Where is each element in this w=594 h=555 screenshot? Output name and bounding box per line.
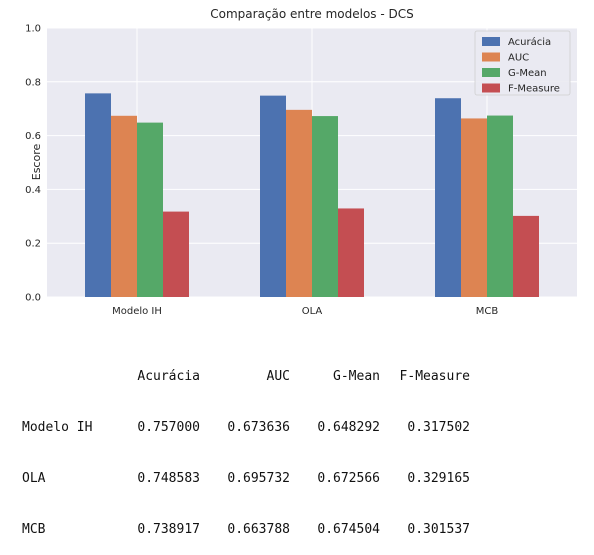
legend-label: Acurácia xyxy=(508,36,551,48)
y-tick-label: 0.0 xyxy=(25,293,41,304)
y-tick-label: 0.6 xyxy=(25,131,41,142)
legend-swatch xyxy=(482,52,500,62)
table-row: MCB 0.738917 0.663788 0.674504 0.301537 xyxy=(22,521,470,538)
table-cell: 0.674504 xyxy=(317,522,380,537)
bar-auc xyxy=(111,115,137,297)
x-tick-label: MCB xyxy=(476,306,499,317)
legend-swatch xyxy=(482,68,500,77)
table-col-header: Acurácia xyxy=(137,369,200,384)
table-cell: 0.317502 xyxy=(407,420,470,435)
legend-box xyxy=(474,30,571,96)
axis-ticks: 0.0 0.2 0.4 0.6 0.8 1.0 Modelo IH OLA MCB xyxy=(25,24,498,318)
table-cell: 0.329165 xyxy=(407,471,470,486)
bar-f-measure xyxy=(338,208,364,297)
legend: Acurácia AUC G-Mean F-Measure xyxy=(474,30,571,96)
table-cell: 0.673636 xyxy=(227,420,290,435)
table-cell: 0.757000 xyxy=(137,420,200,435)
bar-acur-cia xyxy=(260,95,286,298)
table-cell: 0.748583 xyxy=(137,471,200,486)
bar-acur-cia xyxy=(85,93,111,297)
bar-f-measure xyxy=(163,211,189,297)
bars xyxy=(85,93,539,298)
bar-g-mean xyxy=(487,115,513,297)
table-cell: 0.695732 xyxy=(227,471,290,486)
table-row-label: OLA xyxy=(22,471,46,486)
legend-label: AUC xyxy=(508,53,529,64)
legend-swatch xyxy=(482,83,500,93)
table-row: Modelo IH 0.757000 0.673636 0.648292 0.3… xyxy=(22,419,470,436)
bar-auc xyxy=(286,109,312,298)
y-tick-label: 0.8 xyxy=(25,77,41,88)
table-cell: 0.672566 xyxy=(317,471,380,486)
x-tick-label: Modelo IH xyxy=(112,306,162,317)
legend-label: F-Measure xyxy=(508,84,560,95)
table-col-header: G-Mean xyxy=(333,369,380,384)
bar-auc xyxy=(461,118,487,297)
bar-acur-cia xyxy=(435,98,461,297)
table-corner xyxy=(22,368,110,385)
table-row: OLA 0.748583 0.695732 0.672566 0.329165 xyxy=(22,470,470,487)
x-tick-label: OLA xyxy=(302,306,323,317)
bar-chart: 0.0 0.2 0.4 0.6 0.8 1.0 Modelo IH OLA MCB Compar… xyxy=(25,7,577,318)
table-header-row: Acurácia AUC G-Mean F-Measure xyxy=(22,368,470,385)
table-row-label: MCB xyxy=(22,522,46,537)
y-axis-label: Escore xyxy=(30,144,43,181)
chart-title: Comparação entre modelos - DCS xyxy=(210,7,414,21)
table-col-header: F-Measure xyxy=(399,369,470,384)
table-cell: 0.301537 xyxy=(407,522,470,537)
y-tick-label: 0.4 xyxy=(25,185,41,196)
table-cell: 0.738917 xyxy=(137,522,200,537)
table-cell: 0.663788 xyxy=(227,522,290,537)
y-tick-label: 0.2 xyxy=(25,239,41,250)
bar-g-mean xyxy=(137,122,163,297)
legend-label: G-Mean xyxy=(508,68,547,79)
y-tick-label: 1.0 xyxy=(25,24,41,35)
table-cell: 0.648292 xyxy=(317,420,380,435)
bar-g-mean xyxy=(312,116,338,297)
data-table: Acurácia AUC G-Mean F-Measure Modelo IH … xyxy=(22,334,470,555)
table-row-label: Modelo IH xyxy=(22,420,93,435)
table-col-header: AUC xyxy=(266,369,290,384)
legend-swatch xyxy=(482,37,500,46)
bar-f-measure xyxy=(513,215,539,297)
